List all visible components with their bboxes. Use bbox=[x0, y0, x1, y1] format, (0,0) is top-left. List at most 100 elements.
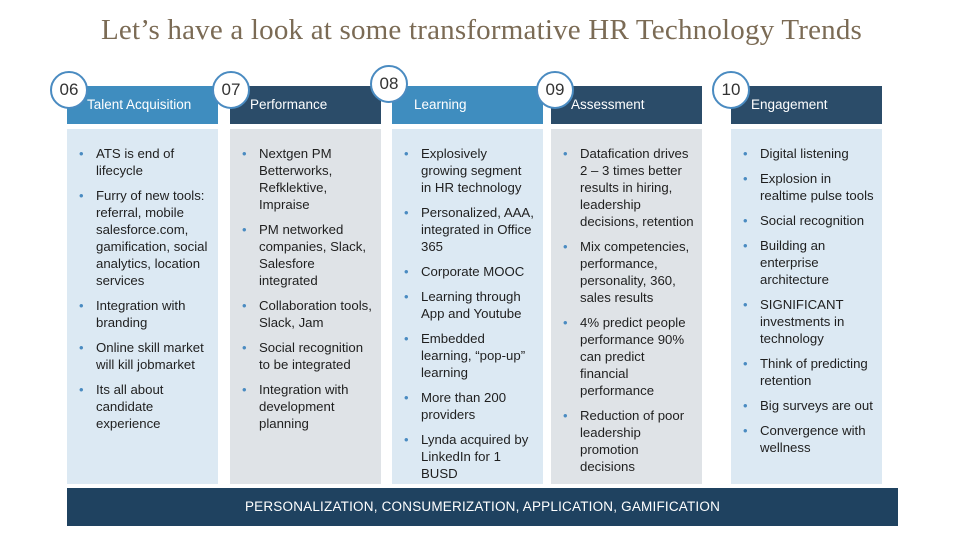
list-item-text: Online skill market will kill jobmarket bbox=[96, 340, 204, 372]
step-number-badge: 10 bbox=[712, 71, 750, 109]
trend-column: Engagement • Digital listening • Explosion i… bbox=[731, 86, 882, 484]
list-item-text: Personalized, AAA, integrated in Office … bbox=[421, 205, 534, 254]
list-item: • Online skill market will kill jobmarket bbox=[79, 339, 210, 373]
bullet-icon: • bbox=[404, 264, 409, 279]
bullet-icon: • bbox=[79, 298, 84, 313]
trend-column: Learning • Explosively growing segment in … bbox=[392, 86, 543, 484]
list-item-text: Datafication drives 2 – 3 times better r… bbox=[580, 146, 694, 229]
list-item: • Mix competencies, performance, personal… bbox=[563, 238, 694, 306]
bullet-icon: • bbox=[563, 239, 568, 254]
bullet-icon: • bbox=[563, 146, 568, 161]
list-item-text: Mix competencies, performance, personali… bbox=[580, 239, 690, 305]
list-item: • Embedded learning, “pop-up” learning bbox=[404, 330, 535, 381]
list-item: • Lynda acquired by LinkedIn for 1 BUSD bbox=[404, 431, 535, 482]
column-body: • ATS is end of lifecycle • Furry of new to… bbox=[67, 129, 218, 484]
list-item: • Corporate MOOC bbox=[404, 263, 535, 280]
column-header: Performance bbox=[230, 86, 381, 124]
bullet-icon: • bbox=[242, 298, 247, 313]
bullet-icon: • bbox=[242, 146, 247, 161]
list-item: • Think of predicting retention bbox=[743, 355, 874, 389]
list-item: • PM networked companies, Slack, Salesfor… bbox=[242, 221, 373, 289]
list-item: • Reduction of poor leadership promotion … bbox=[563, 407, 694, 475]
bullet-list: • Explosively growing segment in HR techn… bbox=[404, 145, 535, 482]
list-item: • Personalized, AAA, integrated in Office… bbox=[404, 204, 535, 255]
list-item: • Big surveys are out bbox=[743, 397, 874, 414]
list-item: • 4% predict people performance 90% can p… bbox=[563, 314, 694, 399]
step-number-badge: 08 bbox=[370, 65, 408, 103]
list-item: • Learning through App and Youtube bbox=[404, 288, 535, 322]
list-item: • More than 200 providers bbox=[404, 389, 535, 423]
list-item: • Integration with development planning bbox=[242, 381, 373, 432]
bullet-icon: • bbox=[743, 238, 748, 253]
list-item-text: Convergence with wellness bbox=[760, 423, 866, 455]
list-item: • Its all about candidate experience bbox=[79, 381, 210, 432]
list-item-text: 4% predict people performance 90% can pr… bbox=[580, 315, 686, 398]
bullet-icon: • bbox=[743, 171, 748, 186]
bullet-icon: • bbox=[743, 146, 748, 161]
trend-column: Assessment • Datafication drives 2 – 3 tim… bbox=[551, 86, 702, 484]
list-item: • Convergence with wellness bbox=[743, 422, 874, 456]
list-item: • Furry of new tools: referral, mobile sa… bbox=[79, 187, 210, 289]
column-body: • Explosively growing segment in HR techn… bbox=[392, 129, 543, 484]
bullet-icon: • bbox=[404, 432, 409, 447]
list-item-text: Integration with branding bbox=[96, 298, 186, 330]
list-item: • Social recognition bbox=[743, 212, 874, 229]
column-header: Engagement bbox=[731, 86, 882, 124]
bullet-icon: • bbox=[404, 205, 409, 220]
step-number-badge: 07 bbox=[212, 71, 250, 109]
bullet-icon: • bbox=[563, 408, 568, 423]
bullet-icon: • bbox=[404, 289, 409, 304]
bullet-icon: • bbox=[743, 398, 748, 413]
bullet-icon: • bbox=[743, 423, 748, 438]
bullet-icon: • bbox=[404, 390, 409, 405]
bullet-list: • Digital listening • Explosion in realtime… bbox=[743, 145, 874, 456]
bullet-icon: • bbox=[404, 146, 409, 161]
list-item-text: Learning through App and Youtube bbox=[421, 289, 522, 321]
list-item-text: Lynda acquired by LinkedIn for 1 BUSD bbox=[421, 432, 529, 481]
list-item-text: Explosion in realtime pulse tools bbox=[760, 171, 874, 203]
list-item-text: Embedded learning, “pop-up” learning bbox=[421, 331, 526, 380]
list-item: • Explosion in realtime pulse tools bbox=[743, 170, 874, 204]
list-item-text: Reduction of poor leadership promotion d… bbox=[580, 408, 685, 474]
bullet-list: • Nextgen PM Betterworks, Refklektive, Im… bbox=[242, 145, 373, 432]
column-body: • Nextgen PM Betterworks, Refklektive, Im… bbox=[230, 129, 381, 484]
list-item-text: Social recognition bbox=[760, 213, 865, 228]
list-item-text: Building an enterprise architecture bbox=[760, 238, 829, 287]
list-item-text: Its all about candidate experience bbox=[96, 382, 164, 431]
list-item-text: Big surveys are out bbox=[760, 398, 873, 413]
list-item: • Collaboration tools, Slack, Jam bbox=[242, 297, 373, 331]
list-item-text: Explosively growing segment in HR techno… bbox=[421, 146, 522, 195]
bullet-icon: • bbox=[242, 382, 247, 397]
slide-title: Let’s have a look at some transformative… bbox=[100, 14, 863, 46]
bullet-list: • Datafication drives 2 – 3 times better … bbox=[563, 145, 694, 475]
list-item-text: Digital listening bbox=[760, 146, 849, 161]
list-item-text: PM networked companies, Slack, Salesfore… bbox=[259, 222, 367, 288]
list-item: • Datafication drives 2 – 3 times better … bbox=[563, 145, 694, 230]
list-item: • Digital listening bbox=[743, 145, 874, 162]
bullet-icon: • bbox=[563, 315, 568, 330]
list-item-text: Social recognition to be integrated bbox=[259, 340, 364, 372]
bullet-icon: • bbox=[743, 356, 748, 371]
bullet-icon: • bbox=[743, 213, 748, 228]
bullet-icon: • bbox=[79, 382, 84, 397]
list-item-text: ATS is end of lifecycle bbox=[96, 146, 175, 178]
list-item: • Social recognition to be integrated bbox=[242, 339, 373, 373]
step-number-badge: 09 bbox=[536, 71, 574, 109]
bullet-list: • ATS is end of lifecycle • Furry of new to… bbox=[79, 145, 210, 432]
trend-column: Performance • Nextgen PM Betterworks, Refk… bbox=[230, 86, 381, 484]
list-item: • Nextgen PM Betterworks, Refklektive, Im… bbox=[242, 145, 373, 213]
list-item: • Explosively growing segment in HR techn… bbox=[404, 145, 535, 196]
bullet-icon: • bbox=[404, 331, 409, 346]
bullet-icon: • bbox=[242, 222, 247, 237]
bullet-icon: • bbox=[743, 297, 748, 312]
list-item: • ATS is end of lifecycle bbox=[79, 145, 210, 179]
list-item: • Building an enterprise architecture bbox=[743, 237, 874, 288]
list-item-text: Collaboration tools, Slack, Jam bbox=[259, 298, 372, 330]
list-item-text: SIGNIFICANT investments in technology bbox=[760, 297, 845, 346]
bullet-icon: • bbox=[79, 188, 84, 203]
list-item: • Integration with branding bbox=[79, 297, 210, 331]
bullet-icon: • bbox=[79, 146, 84, 161]
list-item-text: Nextgen PM Betterworks, Refklektive, Imp… bbox=[259, 146, 333, 212]
column-header: Talent Acquisition bbox=[67, 86, 218, 124]
column-body: • Datafication drives 2 – 3 times better … bbox=[551, 129, 702, 484]
